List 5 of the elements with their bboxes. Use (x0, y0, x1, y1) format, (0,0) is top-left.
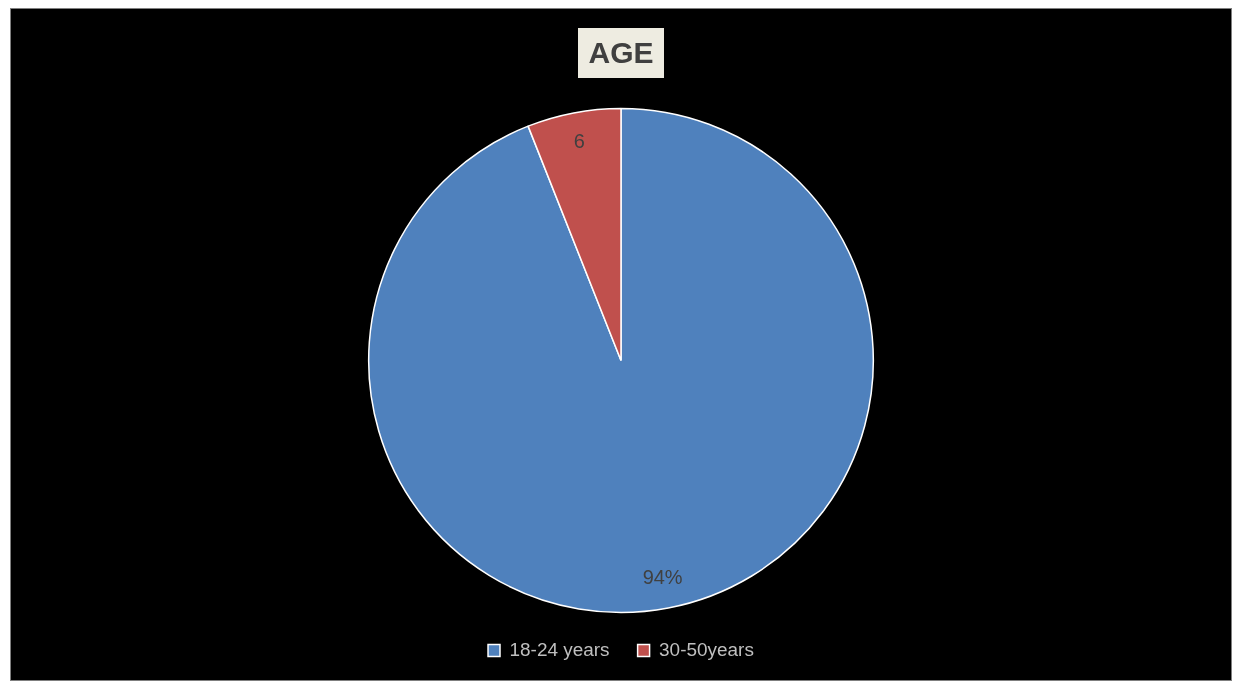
data-label: 94% (642, 565, 683, 588)
chart-title: AGE (578, 28, 664, 78)
legend-label: 30-50years (659, 638, 754, 660)
legend-label: 18-24 years (509, 638, 610, 660)
data-label: 6 (573, 130, 585, 153)
